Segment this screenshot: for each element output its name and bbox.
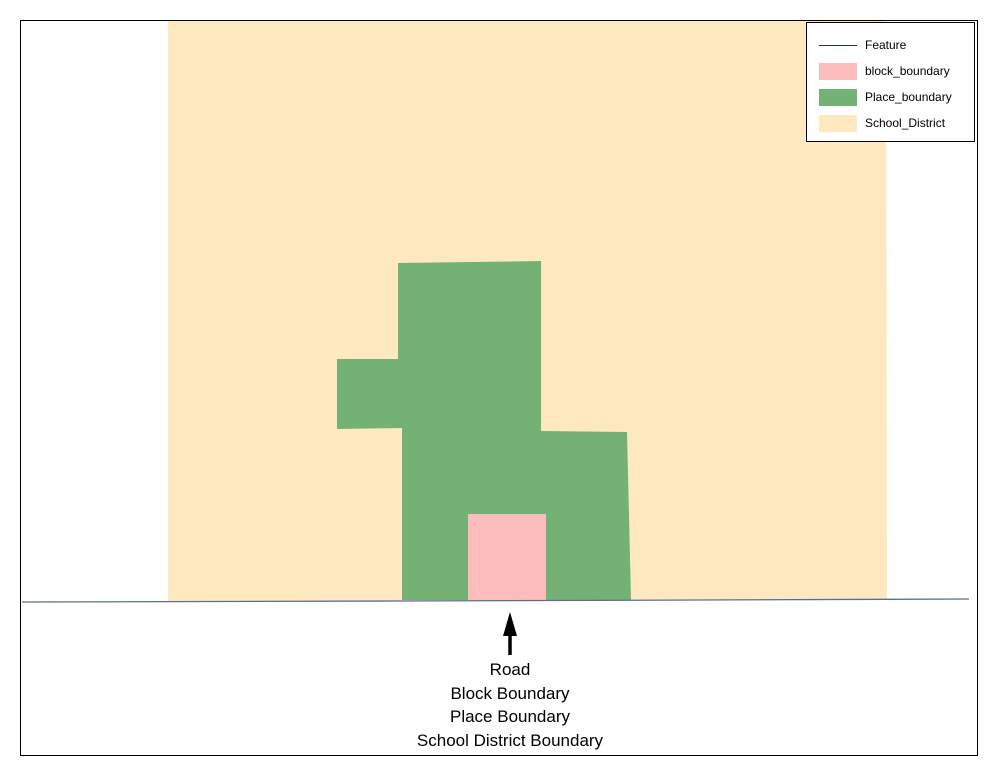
legend-label: School_District	[865, 116, 946, 130]
boundary-annotation: Road Block Boundary Place Boundary Schoo…	[360, 658, 660, 752]
legend-label: block_boundary	[865, 64, 950, 78]
road-feature-line	[21, 598, 970, 603]
annotation-line-place: Place Boundary	[449, 707, 571, 726]
legend-item-feature: Feature	[819, 36, 906, 54]
fill-swatch-icon	[819, 88, 857, 106]
legend-label: Feature	[865, 38, 907, 52]
place-boundary-polygon	[337, 261, 631, 600]
map-legend: Feature block_boundary Place_boundary Sc…	[806, 22, 975, 142]
legend-item-block-boundary: block_boundary	[819, 62, 950, 80]
arrow-up-icon	[503, 612, 517, 655]
annotation-line-block: Block Boundary	[450, 683, 570, 703]
annotation-line-road: Road	[489, 660, 531, 679]
legend-item-school-district: School_District	[819, 114, 945, 132]
annotation-line-school: School District Boundary	[416, 730, 604, 750]
line-swatch-icon	[819, 44, 857, 46]
fill-swatch-icon	[819, 114, 857, 132]
block-boundary-polygon	[468, 514, 546, 600]
fill-swatch-icon	[819, 62, 857, 80]
legend-label: Place_boundary	[865, 90, 952, 104]
legend-item-place-boundary: Place_boundary	[819, 88, 952, 106]
